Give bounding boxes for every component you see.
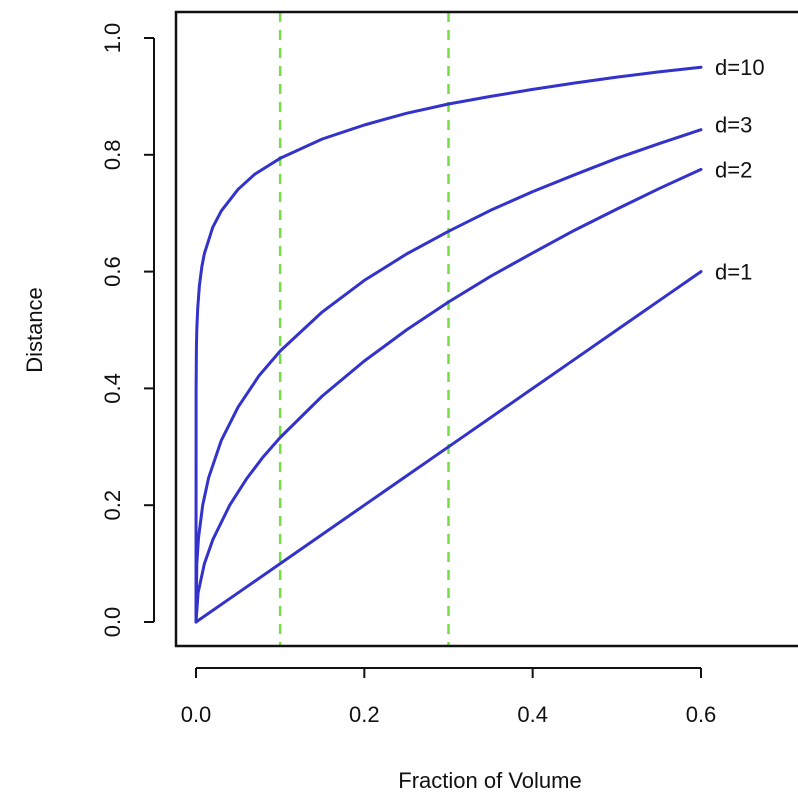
series-label-d2: d=2 [715, 157, 752, 182]
series-label-d1: d=1 [715, 260, 752, 285]
series-line-d10 [194, 65, 703, 624]
y-tick-label: 0.2 [100, 490, 125, 521]
y-tick-label: 0.0 [100, 607, 125, 638]
y-axis-title: Distance [22, 287, 47, 373]
x-axis-title: Fraction of Volume [398, 768, 581, 793]
x-tick-label: 0.2 [349, 702, 380, 727]
series-labels: d=1 d=2 d=3 d=10 [715, 55, 765, 284]
series-line-d3 [194, 128, 703, 624]
series-line-d1 [194, 270, 703, 624]
series-lines [194, 65, 703, 624]
y-tick-label: 0.8 [100, 140, 125, 171]
reference-lines [278, 12, 450, 646]
x-tick-label: 0.4 [517, 702, 548, 727]
series-label-d10: d=10 [715, 55, 765, 80]
series-line-d2 [194, 167, 703, 624]
y-tick-label: 1.0 [100, 23, 125, 54]
axes: 0.0 0.2 0.4 0.6 0.0 0.2 0.4 0.6 0.8 1.0 [100, 23, 716, 727]
y-tick-label: 0.6 [100, 256, 125, 287]
series-label-d3: d=3 [715, 113, 752, 138]
x-tick-label: 0.6 [686, 702, 717, 727]
plot-frame [174, 10, 798, 648]
y-tick-label: 0.4 [100, 373, 125, 404]
x-tick-label: 0.0 [181, 702, 212, 727]
